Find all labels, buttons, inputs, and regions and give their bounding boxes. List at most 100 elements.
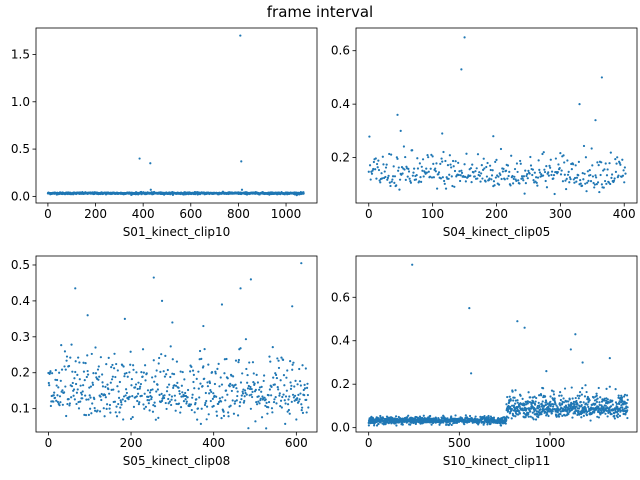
data-point <box>618 402 621 406</box>
data-point <box>183 378 186 381</box>
data-point <box>116 385 119 388</box>
data-point <box>475 167 478 170</box>
data-point <box>504 422 507 425</box>
data-point <box>586 410 589 413</box>
data-point <box>510 154 513 157</box>
data-point <box>492 135 495 138</box>
data-point <box>555 415 558 418</box>
data-point <box>368 164 372 167</box>
data-point <box>99 356 102 359</box>
data-point <box>577 174 580 177</box>
data-point <box>421 169 424 172</box>
data-point <box>617 394 620 397</box>
data-point <box>567 170 570 173</box>
data-point <box>49 370 52 373</box>
data-point <box>297 393 300 396</box>
data-point <box>390 153 393 156</box>
data-point <box>559 413 562 416</box>
data-point <box>391 416 394 419</box>
data-point <box>229 382 232 386</box>
data-point <box>545 401 548 404</box>
data-point <box>533 410 536 413</box>
data-point <box>265 427 268 430</box>
data-point <box>593 186 596 189</box>
data-point <box>520 175 524 178</box>
data-point <box>176 381 179 384</box>
data-point <box>407 167 410 170</box>
data-point <box>507 409 510 413</box>
data-point <box>616 156 619 159</box>
data-point <box>185 402 188 405</box>
data-point <box>478 174 481 177</box>
data-point <box>282 374 286 377</box>
data-point <box>198 396 201 399</box>
data-point <box>91 381 94 384</box>
data-point <box>255 403 259 406</box>
data-point <box>67 398 70 401</box>
data-point <box>226 377 229 380</box>
data-point <box>222 414 226 417</box>
data-point <box>251 395 254 399</box>
data-point <box>552 177 555 180</box>
data-point <box>422 414 425 417</box>
data-point <box>557 163 560 166</box>
data-point <box>302 192 305 195</box>
data-point <box>525 407 529 410</box>
data-point <box>94 346 97 349</box>
data-point <box>263 374 266 377</box>
data-point <box>58 395 62 398</box>
data-point <box>481 168 485 171</box>
data-point <box>375 162 379 166</box>
data-point <box>416 157 419 160</box>
data-point <box>284 402 287 405</box>
data-point <box>524 416 527 419</box>
data-point <box>482 423 485 426</box>
data-point <box>82 361 85 364</box>
data-point <box>240 188 244 191</box>
data-point <box>274 373 278 377</box>
data-point <box>592 181 595 185</box>
data-point <box>236 414 240 417</box>
data-point <box>556 171 559 174</box>
data-point <box>70 343 73 346</box>
data-point <box>85 375 88 379</box>
data-point <box>119 406 122 409</box>
data-point <box>107 356 110 359</box>
data-point <box>603 399 606 402</box>
data-point <box>158 393 161 396</box>
data-point <box>545 370 548 373</box>
data-point <box>600 76 603 79</box>
data-point <box>571 416 574 419</box>
data-point <box>592 396 595 399</box>
data-point <box>574 396 577 400</box>
data-point <box>492 180 496 183</box>
data-point <box>389 184 392 188</box>
data-point <box>584 406 587 410</box>
data-point <box>288 395 291 398</box>
data-point <box>621 400 624 403</box>
data-point <box>108 407 111 410</box>
data-point <box>474 415 477 418</box>
data-point <box>89 396 92 399</box>
x-tick-label: 0 <box>365 436 373 450</box>
data-point <box>111 363 114 367</box>
data-point <box>212 392 215 395</box>
data-point <box>74 370 77 374</box>
data-point <box>209 389 212 392</box>
data-point <box>587 179 590 182</box>
data-point <box>139 385 142 388</box>
data-point <box>541 400 544 403</box>
data-point <box>275 376 279 380</box>
data-point <box>514 402 517 405</box>
data-point <box>159 370 162 374</box>
data-point <box>108 392 111 395</box>
data-point <box>303 387 307 390</box>
data-point <box>571 397 574 400</box>
data-point <box>533 395 536 398</box>
data-point <box>489 164 492 167</box>
data-point <box>420 180 423 183</box>
data-point <box>272 376 275 379</box>
data-point <box>239 287 242 290</box>
data-point <box>89 385 93 388</box>
data-point <box>385 163 388 166</box>
